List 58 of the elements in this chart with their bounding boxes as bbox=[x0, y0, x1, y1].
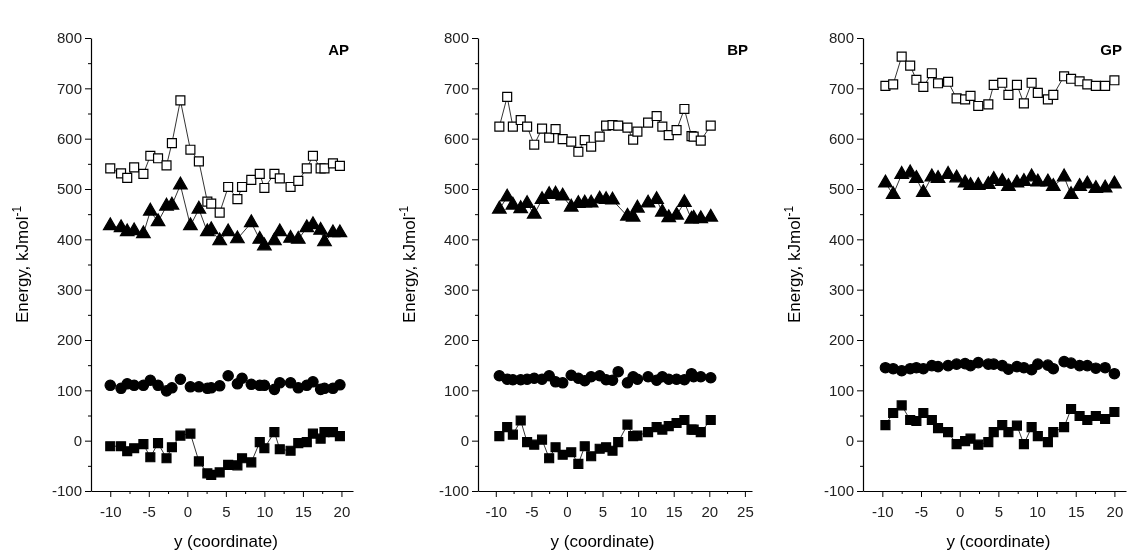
chart-title: AP bbox=[328, 41, 349, 58]
y-tick-label: 700 bbox=[56, 79, 82, 97]
x-tick-label: 20 bbox=[701, 502, 719, 520]
x-tick-label: 20 bbox=[1106, 502, 1124, 520]
x-tick-label: 0 bbox=[563, 502, 572, 520]
y-tick-label: 700 bbox=[828, 79, 854, 97]
x-tick-label: 0 bbox=[956, 502, 965, 520]
y-tick-label: 300 bbox=[828, 280, 854, 298]
y-tick-label: -100 bbox=[51, 482, 82, 500]
y-tick-label: 300 bbox=[56, 280, 82, 298]
y-tick-label: -100 bbox=[438, 482, 469, 500]
x-tick-label: 20 bbox=[333, 502, 351, 520]
y-tick-label: 400 bbox=[443, 230, 469, 248]
y-tick-label: 100 bbox=[828, 381, 854, 399]
y-tick-label: 0 bbox=[845, 431, 854, 449]
y-tick-label: 0 bbox=[460, 431, 469, 449]
x-tick-label: 0 bbox=[183, 502, 192, 520]
x-tick-label: -5 bbox=[914, 502, 929, 520]
y-tick-label: 800 bbox=[443, 29, 469, 47]
y-tick-label: 500 bbox=[828, 180, 854, 198]
x-tick-label: -10 bbox=[871, 502, 894, 520]
y-tick-label: 400 bbox=[828, 230, 854, 248]
y-tick-label: 300 bbox=[443, 280, 469, 298]
y-tick-label: 700 bbox=[443, 79, 469, 97]
y-tick-label: 400 bbox=[56, 230, 82, 248]
y-tick-label: 200 bbox=[828, 331, 854, 349]
x-tick-label: -10 bbox=[99, 502, 122, 520]
x-tick-label: 10 bbox=[256, 502, 274, 520]
y-tick-label: 100 bbox=[56, 381, 82, 399]
y-tick-label: 500 bbox=[56, 180, 82, 198]
y-tick-label: 0 bbox=[73, 431, 82, 449]
y-tick-label: 800 bbox=[56, 29, 82, 47]
x-tick-label: -5 bbox=[525, 502, 539, 520]
x-axis-title: y (coordinate) bbox=[946, 532, 1051, 551]
x-tick-label: 10 bbox=[1029, 502, 1046, 520]
y-tick-label: 500 bbox=[443, 180, 469, 198]
x-axis-title: y (coordinate) bbox=[173, 532, 278, 551]
x-tick-label: 15 bbox=[665, 502, 683, 520]
x-tick-label: 15 bbox=[295, 502, 312, 520]
x-tick-label: 10 bbox=[630, 502, 647, 520]
x-tick-label: 15 bbox=[1067, 502, 1085, 520]
x-tick-label: 5 bbox=[994, 502, 1004, 520]
y-tick-label: 600 bbox=[56, 129, 82, 147]
chart-title: GP bbox=[1100, 41, 1122, 58]
chart-title: BP bbox=[727, 41, 748, 58]
x-tick-label: 5 bbox=[222, 502, 231, 520]
y-tick-label: 200 bbox=[443, 331, 469, 349]
y-tick-label: 100 bbox=[443, 381, 469, 399]
y-tick-label: 800 bbox=[828, 29, 854, 47]
x-tick-label: 25 bbox=[737, 502, 754, 520]
y-tick-label: 600 bbox=[828, 129, 854, 147]
x-tick-label: -10 bbox=[485, 502, 508, 520]
y-tick-label: 600 bbox=[443, 129, 469, 147]
x-tick-label: 5 bbox=[598, 502, 608, 520]
x-tick-label: -5 bbox=[142, 502, 156, 520]
y-tick-label: 200 bbox=[56, 331, 82, 349]
x-axis-title: y (coordinate) bbox=[550, 532, 655, 551]
y-tick-label: -100 bbox=[823, 482, 854, 500]
